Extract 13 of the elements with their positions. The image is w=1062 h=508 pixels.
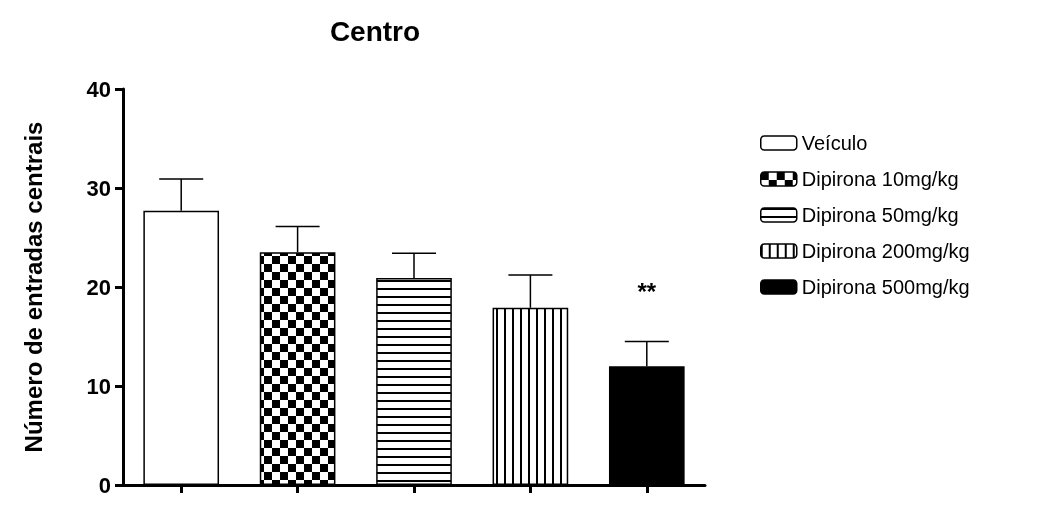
legend-label: Veículo bbox=[801, 132, 868, 154]
chart-title: Centro bbox=[329, 15, 421, 47]
legend-label: Dipirona 10mg/kg bbox=[801, 168, 959, 190]
annotation: ** bbox=[637, 277, 657, 305]
y-tick-label: 10 bbox=[86, 373, 111, 399]
legend-label: Dipirona 500mg/kg bbox=[801, 276, 970, 298]
legend-label: Dipirona 200mg/kg bbox=[801, 240, 970, 262]
y-tick-label: 20 bbox=[86, 274, 111, 300]
y-axis-title: Número de entradas centrais bbox=[19, 121, 47, 453]
y-tick-label: 30 bbox=[86, 175, 111, 201]
y-tick-label: 0 bbox=[98, 472, 111, 498]
legend-label: Dipirona 50mg/kg bbox=[801, 204, 959, 226]
y-tick-label: 40 bbox=[86, 76, 111, 102]
